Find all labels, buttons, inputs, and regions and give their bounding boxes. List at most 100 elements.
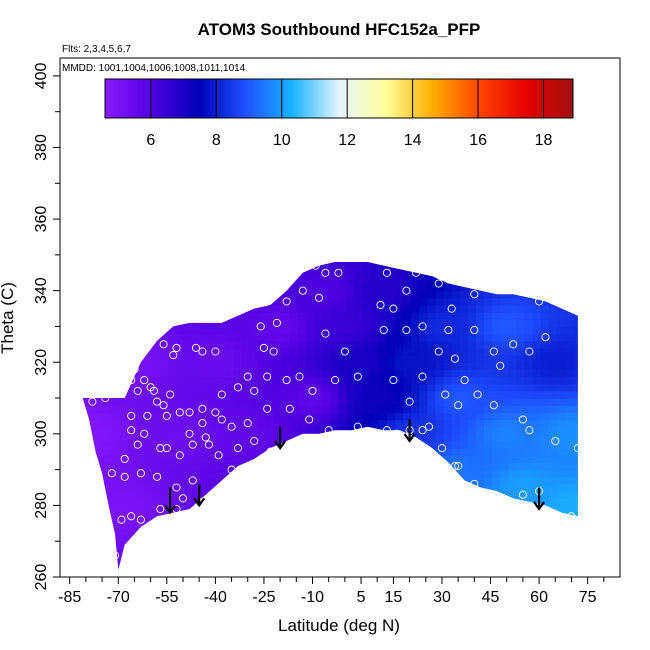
heatmap-cell xyxy=(548,355,558,363)
heatmap-cell xyxy=(168,534,178,542)
heatmap-cell xyxy=(508,362,517,370)
heatmap-cell xyxy=(386,297,396,306)
heatmap-cell xyxy=(508,290,517,299)
y-tick-label: 360 xyxy=(33,206,50,233)
heatmap-cell xyxy=(484,570,493,578)
sample-point xyxy=(201,433,210,442)
heatmap-cell xyxy=(338,269,348,277)
sample-point xyxy=(402,325,411,335)
heatmap-cell xyxy=(370,362,380,370)
heatmap-cell xyxy=(354,390,364,399)
heatmap-cell xyxy=(168,462,178,471)
heatmap-cell xyxy=(411,276,420,285)
heatmap-cell xyxy=(354,483,364,492)
heatmap-cell xyxy=(265,376,275,385)
heatmap-cell xyxy=(573,319,578,328)
heatmap-cell xyxy=(168,455,178,464)
heatmap-cell xyxy=(403,562,412,570)
heatmap-cell xyxy=(459,305,469,313)
heatmap-cell xyxy=(289,333,299,342)
heatmap-cell xyxy=(435,562,445,570)
heatmap-cell xyxy=(322,498,331,507)
heatmap-cell xyxy=(378,519,388,528)
heatmap-cell xyxy=(82,276,89,285)
heatmap-cell xyxy=(200,312,210,320)
heatmap-cell xyxy=(257,448,267,456)
heatmap-cell xyxy=(476,340,485,349)
heatmap-cell xyxy=(95,290,105,299)
heatmap-cell xyxy=(217,248,226,256)
heatmap-cell xyxy=(144,462,153,471)
heatmap-cell xyxy=(281,276,291,285)
heatmap-cell xyxy=(314,347,323,356)
heatmap-cell xyxy=(548,305,558,313)
heatmap-cell xyxy=(411,491,420,499)
heatmap-cell xyxy=(354,276,364,285)
heatmap-cell xyxy=(111,305,121,313)
heatmap-cell xyxy=(322,283,331,292)
heatmap-cell xyxy=(500,262,509,263)
heatmap-cell xyxy=(168,448,178,456)
heatmap-cell xyxy=(200,355,210,363)
heatmap-cell xyxy=(459,283,469,292)
heatmap-cell xyxy=(82,262,89,270)
heatmap-cell xyxy=(217,319,226,328)
heatmap-cell xyxy=(177,570,186,578)
heatmap-cell xyxy=(476,491,485,499)
heatmap-cell xyxy=(338,262,348,263)
heatmap-cell xyxy=(297,362,307,370)
heatmap-cell xyxy=(516,305,526,313)
heatmap-cell xyxy=(257,498,267,507)
heatmap-cell xyxy=(459,369,469,378)
heatmap-cell xyxy=(136,570,145,578)
heatmap-cell xyxy=(362,412,372,421)
heatmap-cell xyxy=(556,326,566,335)
heatmap-cell xyxy=(322,476,331,485)
sample-point xyxy=(175,408,184,417)
heatmap-cell xyxy=(217,340,226,349)
heatmap-cell xyxy=(103,433,113,442)
sample-point xyxy=(282,297,291,306)
heatmap-cell xyxy=(257,398,267,406)
heatmap-cell xyxy=(516,290,526,299)
heatmap-cell xyxy=(484,312,493,320)
heatmap-cell xyxy=(467,426,477,435)
heatmap-cell xyxy=(128,398,137,406)
heatmap-cell xyxy=(128,269,137,277)
heatmap-cell xyxy=(176,498,186,507)
heatmap-cell xyxy=(103,412,113,421)
heatmap-cell xyxy=(581,362,590,370)
heatmap-cell xyxy=(119,433,129,442)
heatmap-cell xyxy=(82,355,89,363)
sample-point xyxy=(564,297,573,306)
x-tick-label: 75 xyxy=(579,589,597,606)
heatmap-cell xyxy=(524,390,534,399)
heatmap-cell xyxy=(95,534,105,542)
heatmap-cell xyxy=(435,491,445,499)
heatmap-cell xyxy=(443,534,453,542)
heatmap-cell xyxy=(103,297,113,306)
heatmap-cell xyxy=(233,383,242,392)
heatmap-cell xyxy=(136,347,145,356)
heatmap-cell xyxy=(346,519,356,528)
heatmap-cell xyxy=(200,426,210,435)
heatmap-cell xyxy=(168,419,178,428)
heatmap-cell xyxy=(119,326,129,335)
heatmap-cell xyxy=(524,555,534,564)
heatmap-cell xyxy=(395,312,404,320)
heatmap-cell xyxy=(548,426,558,435)
heatmap-cell xyxy=(532,262,542,263)
heatmap-cell xyxy=(451,526,461,535)
heatmap-cell xyxy=(103,262,113,270)
heatmap-cell xyxy=(516,555,526,564)
sample-point xyxy=(127,411,136,420)
heatmap-cell xyxy=(540,326,550,335)
heatmap-cell xyxy=(249,412,259,421)
heatmap-cell xyxy=(427,555,437,564)
heatmap-cell xyxy=(354,426,364,435)
heatmap-cell xyxy=(354,305,364,313)
heatmap-cell xyxy=(249,541,259,549)
heatmap-cell xyxy=(95,276,105,285)
heatmap-cell xyxy=(249,491,259,499)
heatmap-cell xyxy=(322,562,331,570)
